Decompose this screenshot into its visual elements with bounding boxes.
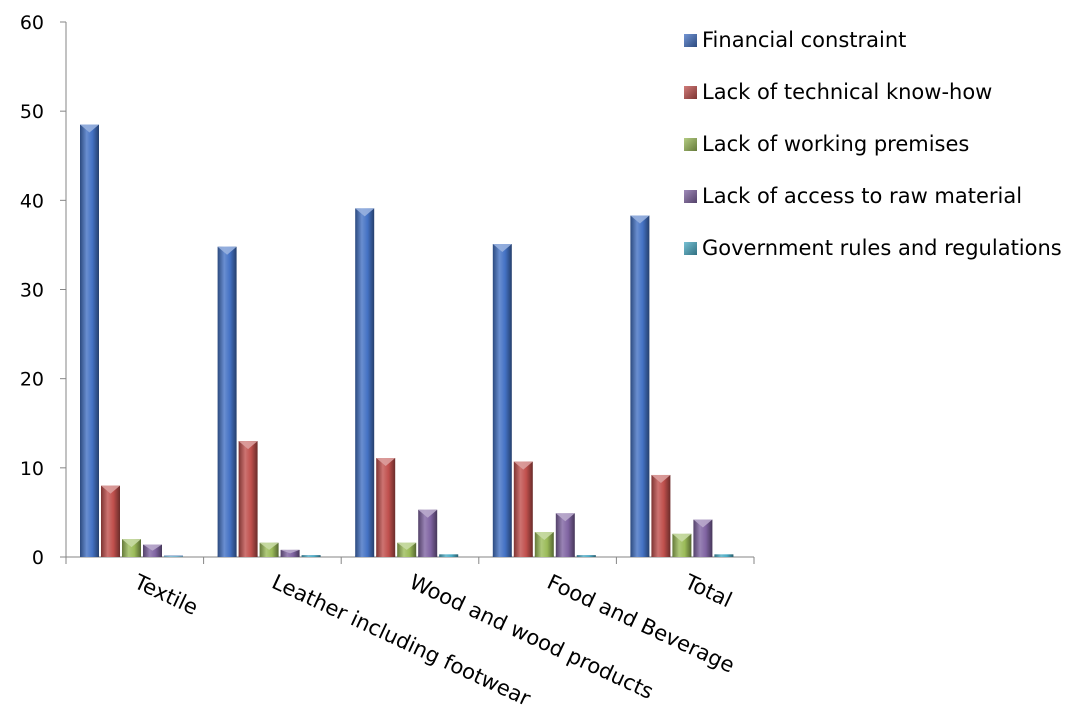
x-tick-label: Textile [130, 569, 202, 620]
bar-body [238, 441, 258, 557]
bar-body [439, 554, 459, 557]
legend-item-government-rules: Government rules and regulations [684, 222, 1062, 274]
y-tick-label: 60 [20, 12, 44, 34]
y-tick-label: 0 [32, 547, 44, 569]
bar-body [376, 458, 396, 557]
bar-cap [238, 441, 258, 450]
bar [80, 124, 99, 558]
bar [534, 532, 554, 557]
bar-body [355, 208, 375, 557]
bar-body [418, 509, 438, 557]
bar [164, 555, 183, 557]
bar-cap [630, 215, 650, 224]
bar-body [492, 244, 512, 557]
legend-swatch [684, 85, 697, 99]
bar [301, 555, 321, 557]
bar-cap [122, 539, 141, 548]
legend-swatch [684, 189, 697, 203]
bars [80, 124, 734, 558]
bar [714, 554, 734, 557]
bar-body [714, 554, 734, 557]
legend-swatch [684, 137, 697, 151]
y-tick-label: 50 [20, 101, 44, 123]
bar [122, 539, 141, 557]
bar-body [164, 556, 183, 557]
legend-item-working-premises: Lack of working premises [684, 118, 1062, 170]
bar-cap [397, 542, 417, 550]
bar-cap [143, 544, 162, 551]
x-tick-label: Wood and wood products [406, 570, 657, 704]
bar-cap [651, 474, 671, 483]
bar-cap [418, 509, 438, 518]
bar-cap [672, 533, 692, 542]
bar-base [164, 555, 183, 557]
bar [376, 458, 396, 557]
bar [693, 519, 713, 557]
bar-body [555, 513, 575, 557]
y-tick-label: 40 [20, 190, 44, 212]
legend-label: Lack of access to raw material [702, 184, 1023, 208]
bar [576, 555, 596, 557]
legend-label: Lack of technical know-how [702, 80, 993, 104]
bar-body [672, 533, 692, 557]
bar-body [80, 124, 99, 558]
bar-cap [555, 513, 575, 522]
bar [492, 244, 512, 557]
bar [397, 542, 417, 557]
bar [672, 533, 692, 557]
bar [101, 485, 120, 557]
bar [217, 246, 237, 557]
bar-cap [492, 244, 512, 253]
bar [630, 215, 650, 557]
bar [651, 474, 671, 557]
bar-cap [376, 458, 396, 467]
y-tick-label: 10 [20, 458, 44, 480]
legend-item-financial-constraint: Financial constraint [684, 14, 1062, 66]
y-tick-label: 20 [20, 369, 44, 391]
legend-item-raw-material: Lack of access to raw material [684, 170, 1062, 222]
legend-label: Government rules and regulations [702, 236, 1062, 260]
bar-cap [80, 124, 99, 133]
bar [143, 544, 162, 557]
bar-cap [693, 519, 713, 528]
bar [439, 554, 459, 557]
bar-body [576, 555, 596, 557]
bar-cap [534, 532, 554, 541]
y-tick-label: 30 [20, 280, 44, 302]
bar-body [513, 461, 533, 557]
legend: Financial constraint Lack of technical k… [684, 14, 1062, 274]
legend-swatch [684, 241, 697, 255]
legend-label: Lack of working premises [702, 132, 970, 156]
axes [60, 21, 755, 564]
bar [238, 441, 258, 557]
x-tick-label: Total [680, 569, 736, 612]
bar-body [122, 539, 141, 557]
bar-cap [101, 485, 120, 494]
bar [555, 513, 575, 557]
bar [259, 542, 279, 557]
bar-cap [280, 549, 300, 554]
bar-cap [355, 208, 375, 217]
legend-item-technical-know-how: Lack of technical know-how [684, 66, 1062, 118]
legend-swatch [684, 33, 697, 47]
bar [280, 549, 300, 557]
bar-cap [513, 461, 533, 470]
x-tick-label: Leather including footwear [268, 570, 534, 707]
bar-body [301, 555, 321, 557]
bar-body [534, 532, 554, 557]
bar [418, 509, 438, 557]
bar-cap [217, 246, 237, 255]
bar [355, 208, 375, 557]
bar-body [217, 246, 237, 557]
bar-body [693, 519, 713, 557]
bar-body [630, 215, 650, 557]
legend-label: Financial constraint [702, 28, 907, 52]
bar-body [651, 474, 671, 557]
bar-cap [259, 542, 279, 550]
bar [513, 461, 533, 557]
bar-body [101, 485, 120, 557]
